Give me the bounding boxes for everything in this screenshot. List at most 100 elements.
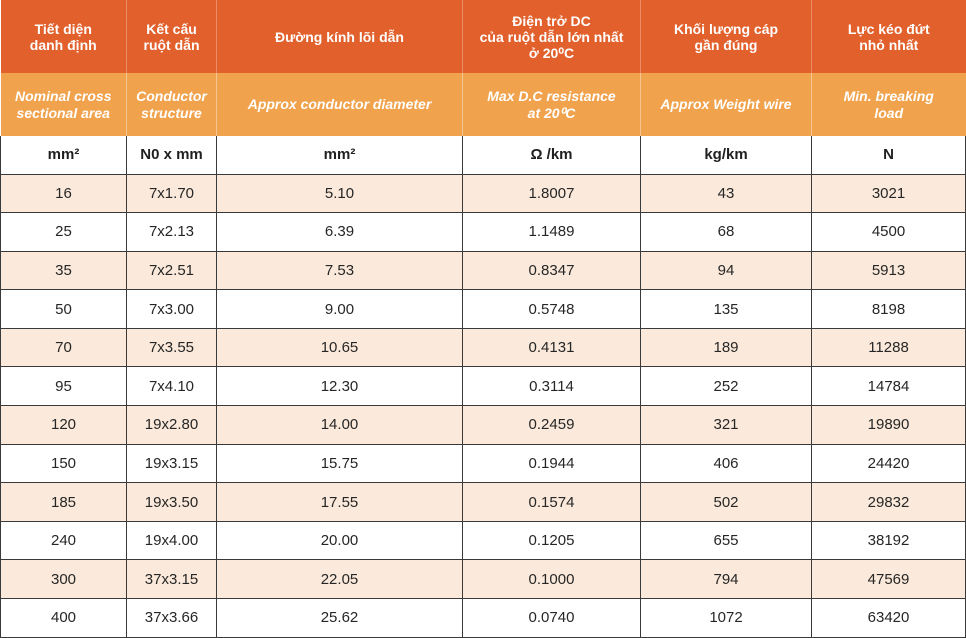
cell-dc-resistance: 0.1574 bbox=[462, 482, 641, 522]
cell-dc-resistance: 0.3114 bbox=[462, 366, 641, 407]
cell-conductor-structure: 7x3.55 bbox=[126, 328, 217, 368]
table-row: 25 7x2.13 6.39 1.1489 68 4500 bbox=[0, 212, 966, 252]
table-body: 16 7x1.70 5.10 1.8007 43 3021 25 7x2.13 6.39 1.1… bbox=[0, 174, 966, 638]
table-row: 16 7x1.70 5.10 1.8007 43 3021 bbox=[0, 174, 966, 214]
cell-conductor-diameter: 20.00 bbox=[216, 521, 463, 561]
cell-nominal-area: 35 bbox=[0, 251, 127, 291]
unit-conductor-diameter: mm² bbox=[216, 136, 463, 175]
cell-breaking-load: 4500 bbox=[811, 212, 966, 252]
cell-conductor-structure: 7x1.70 bbox=[126, 174, 217, 214]
cell-dc-resistance: 0.8347 bbox=[462, 251, 641, 291]
cell-weight: 189 bbox=[640, 328, 812, 368]
header-en-conductor-structure: Conductor structure bbox=[126, 73, 217, 136]
cell-nominal-area: 120 bbox=[0, 405, 127, 445]
cell-nominal-area: 70 bbox=[0, 328, 127, 368]
cell-dc-resistance: 0.1000 bbox=[462, 559, 641, 600]
table-row: 120 19x2.80 14.00 0.2459 321 19890 bbox=[0, 405, 966, 445]
cell-conductor-structure: 19x2.80 bbox=[126, 405, 217, 445]
cell-dc-resistance: 0.4131 bbox=[462, 328, 641, 368]
cell-nominal-area: 25 bbox=[0, 212, 127, 252]
cell-weight: 252 bbox=[640, 366, 812, 407]
cell-breaking-load: 11288 bbox=[811, 328, 966, 368]
table-row: 150 19x3.15 15.75 0.1944 406 24420 bbox=[0, 444, 966, 484]
header-row-vietnamese: Tiết diện danh định Kết cấu ruột dẫn Đường… bbox=[0, 0, 966, 73]
header-en-nominal-area: Nominal cross sectional area bbox=[0, 73, 127, 136]
header-vn-conductor-structure: Kết cấu ruột dẫn bbox=[126, 0, 217, 73]
cell-nominal-area: 50 bbox=[0, 289, 127, 329]
cell-dc-resistance: 0.1205 bbox=[462, 521, 641, 561]
cell-weight: 68 bbox=[640, 212, 812, 252]
cell-weight: 94 bbox=[640, 251, 812, 291]
header-vn-conductor-diameter: Đường kính lõi dẫn bbox=[216, 0, 463, 73]
table-row: 50 7x3.00 9.00 0.5748 135 8198 bbox=[0, 289, 966, 329]
cell-conductor-diameter: 5.10 bbox=[216, 174, 463, 214]
cell-conductor-structure: 19x4.00 bbox=[126, 521, 217, 561]
header-vn-nominal-area: Tiết diện danh định bbox=[0, 0, 127, 73]
cell-breaking-load: 5913 bbox=[811, 251, 966, 291]
table-row: 70 7x3.55 10.65 0.4131 189 11288 bbox=[0, 328, 966, 368]
cell-dc-resistance: 0.1944 bbox=[462, 444, 641, 484]
cell-breaking-load: 24420 bbox=[811, 444, 966, 484]
cell-conductor-diameter: 25.62 bbox=[216, 598, 463, 638]
cell-conductor-diameter: 14.00 bbox=[216, 405, 463, 445]
header-en-weight: Approx Weight wire bbox=[640, 73, 812, 136]
cell-conductor-diameter: 7.53 bbox=[216, 251, 463, 291]
cell-conductor-structure: 37x3.15 bbox=[126, 559, 217, 600]
cell-nominal-area: 95 bbox=[0, 366, 127, 407]
unit-conductor-structure: N0 x mm bbox=[126, 136, 217, 175]
cell-dc-resistance: 0.2459 bbox=[462, 405, 641, 445]
table-row: 35 7x2.51 7.53 0.8347 94 5913 bbox=[0, 251, 966, 291]
cell-breaking-load: 29832 bbox=[811, 482, 966, 522]
cell-dc-resistance: 1.8007 bbox=[462, 174, 641, 214]
header-en-dc-resistance: Max D.C resistance at 20⁰C bbox=[462, 73, 641, 136]
cell-conductor-structure: 7x4.10 bbox=[126, 366, 217, 407]
cell-nominal-area: 300 bbox=[0, 559, 127, 600]
unit-nominal-area: mm² bbox=[0, 136, 127, 175]
cell-breaking-load: 3021 bbox=[811, 174, 966, 214]
header-vn-dc-resistance: Điện trở DC của ruột dẫn lớn nhất ở 20⁰C bbox=[462, 0, 641, 73]
cell-breaking-load: 38192 bbox=[811, 521, 966, 561]
header-row-english: Nominal cross sectional area Conductor str… bbox=[0, 73, 966, 136]
cell-conductor-structure: 7x3.00 bbox=[126, 289, 217, 329]
cell-weight: 135 bbox=[640, 289, 812, 329]
cell-conductor-diameter: 10.65 bbox=[216, 328, 463, 368]
cell-conductor-structure: 19x3.15 bbox=[126, 444, 217, 484]
cell-nominal-area: 400 bbox=[0, 598, 127, 638]
cell-conductor-diameter: 15.75 bbox=[216, 444, 463, 484]
cell-weight: 406 bbox=[640, 444, 812, 484]
cell-weight: 43 bbox=[640, 174, 812, 214]
cell-breaking-load: 8198 bbox=[811, 289, 966, 329]
cell-conductor-structure: 37x3.66 bbox=[126, 598, 217, 638]
cell-nominal-area: 150 bbox=[0, 444, 127, 484]
cell-weight: 502 bbox=[640, 482, 812, 522]
unit-breaking-load: N bbox=[811, 136, 966, 175]
header-en-breaking-load: Min. breaking load bbox=[811, 73, 966, 136]
cell-weight: 655 bbox=[640, 521, 812, 561]
table-row: 240 19x4.00 20.00 0.1205 655 38192 bbox=[0, 521, 966, 561]
cell-breaking-load: 19890 bbox=[811, 405, 966, 445]
cell-conductor-diameter: 17.55 bbox=[216, 482, 463, 522]
cell-weight: 1072 bbox=[640, 598, 812, 638]
cell-conductor-structure: 7x2.13 bbox=[126, 212, 217, 252]
cell-breaking-load: 47569 bbox=[811, 559, 966, 600]
cell-breaking-load: 14784 bbox=[811, 366, 966, 407]
cell-conductor-diameter: 22.05 bbox=[216, 559, 463, 600]
table-row: 400 37x3.66 25.62 0.0740 1072 63420 bbox=[0, 598, 966, 638]
units-row: mm² N0 x mm mm² Ω /km kg/km N bbox=[0, 136, 966, 175]
header-en-conductor-diameter: Approx conductor diameter bbox=[216, 73, 463, 136]
unit-dc-resistance: Ω /km bbox=[462, 136, 641, 175]
cell-conductor-diameter: 6.39 bbox=[216, 212, 463, 252]
cell-conductor-structure: 19x3.50 bbox=[126, 482, 217, 522]
cell-breaking-load: 63420 bbox=[811, 598, 966, 638]
header-vn-weight: Khối lượng cáp gần đúng bbox=[640, 0, 812, 73]
table-row: 300 37x3.15 22.05 0.1000 794 47569 bbox=[0, 559, 966, 600]
header-vn-breaking-load: Lực kéo đứt nhỏ nhất bbox=[811, 0, 966, 73]
cell-dc-resistance: 0.5748 bbox=[462, 289, 641, 329]
cell-weight: 794 bbox=[640, 559, 812, 600]
table-row: 185 19x3.50 17.55 0.1574 502 29832 bbox=[0, 482, 966, 522]
cell-conductor-structure: 7x2.51 bbox=[126, 251, 217, 291]
cell-nominal-area: 16 bbox=[0, 174, 127, 214]
cell-nominal-area: 240 bbox=[0, 521, 127, 561]
cell-dc-resistance: 1.1489 bbox=[462, 212, 641, 252]
